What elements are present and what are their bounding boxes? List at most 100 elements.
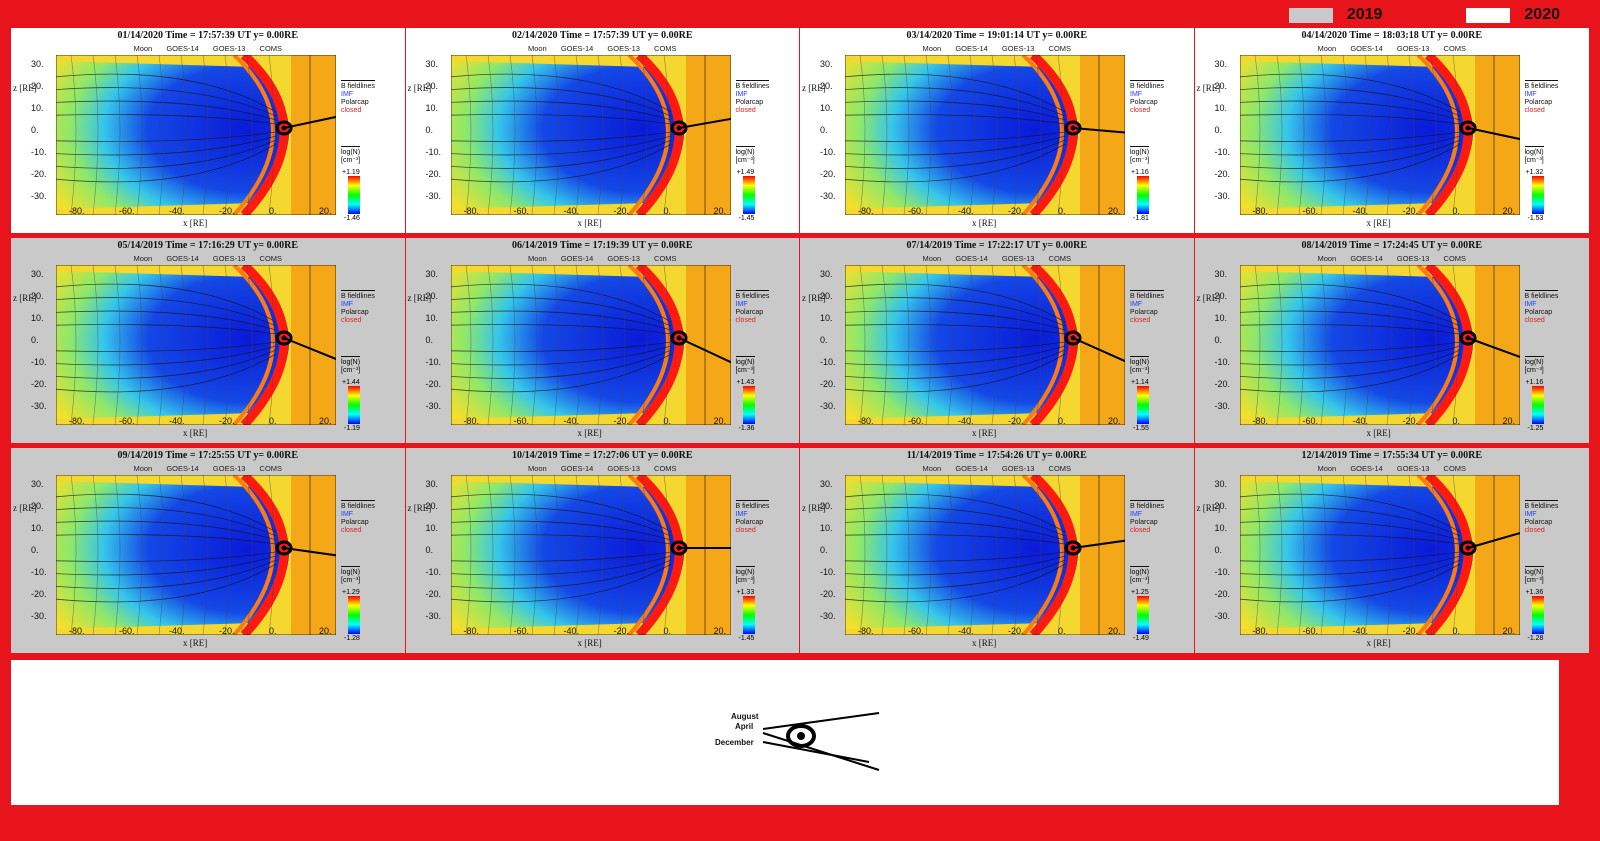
fieldline-polarcap-label: Polarcap (1130, 309, 1158, 316)
fieldline-polarcap-label: Polarcap (1524, 519, 1553, 526)
colorbar (742, 596, 755, 634)
y-tick-label: 0. (1214, 335, 1223, 345)
colorbar-max: +1.33 (736, 589, 755, 596)
y-tick-label: -30. (425, 191, 442, 201)
y-tick-label: -20. (425, 169, 442, 179)
x-tick-label: -60. (513, 416, 530, 426)
x-tick-label: -60. (513, 626, 530, 636)
fieldline-closed-label: closed (341, 317, 362, 324)
goes14-marker-label: GOES-14 (1350, 44, 1383, 53)
x-tick-label: -20. (1402, 626, 1419, 636)
y-tick-label: 0. (425, 545, 434, 555)
moon-marker-label: Moon (1317, 254, 1337, 263)
fieldline-legend-title: B fieldlines (341, 83, 375, 90)
density-field-plot (845, 265, 1125, 425)
panel-row: 01/14/2020 Time = 17:57:39 UT y= 0.00RE … (11, 28, 1589, 233)
colorbar-title: log(N) [cm⁻³] (1130, 356, 1150, 375)
x-tick-label: -40. (958, 626, 974, 636)
y-tick-label: 20. (425, 501, 439, 511)
panel-markers-legend: Moon GOES-14 GOES-13 COMS (11, 254, 405, 263)
colorbar-max: +1.36 (1525, 589, 1544, 596)
fieldline-polarcap-label: Polarcap (341, 99, 369, 106)
x-axis-label: x [RE] (577, 428, 602, 438)
x-tick-label: -20. (1008, 206, 1024, 216)
panel-title: 03/14/2020 Time = 19:01:14 UT y= 0.00RE (906, 30, 1088, 41)
x-tick-label: -40. (1352, 206, 1369, 216)
y-tick-label: 0. (1214, 125, 1223, 135)
coms-marker-label: COMS (1048, 464, 1072, 473)
fieldline-legend: B fieldlines IMF Polarcap closed (1524, 80, 1559, 115)
y-tick-label: -10. (425, 357, 442, 367)
y-tick-label: -30. (425, 611, 442, 621)
sketch-august-label: August (731, 712, 759, 721)
colorbar-min: -1.46 (344, 215, 360, 222)
coms-marker-label: COMS (654, 254, 677, 263)
x-tick-label: -80. (1252, 206, 1269, 216)
y-tick-label: 0. (31, 125, 39, 135)
fieldline-closed-label: closed (1130, 107, 1151, 114)
panel-title: 09/14/2019 Time = 17:25:55 UT y= 0.00RE (117, 450, 299, 461)
x-tick-label: -80. (463, 626, 480, 636)
y-tick-label: -20. (31, 589, 47, 599)
y-tick-label: 20. (1214, 291, 1228, 301)
y-tick-label: 20. (31, 501, 44, 511)
goes14-marker-label: GOES-14 (560, 464, 594, 473)
fieldline-polarcap-label: Polarcap (341, 519, 369, 526)
magnetosphere-panel: 08/14/2019 Time = 17:24:45 UT y= 0.00RE … (1195, 238, 1590, 443)
y-tick-label: 10. (425, 523, 439, 533)
y-tick-label: -20. (1214, 379, 1231, 389)
sketch-april-label: April (735, 722, 754, 731)
fieldline-closed-label: closed (1130, 527, 1151, 534)
fieldline-legend: B fieldlines IMF Polarcap closed (735, 500, 770, 535)
x-tick-label: 20. (1108, 206, 1121, 216)
panel-title: 06/14/2019 Time = 17:19:39 UT y= 0.00RE (511, 240, 693, 251)
y-tick-label: 30. (31, 479, 44, 489)
magnetosphere-panel: 11/14/2019 Time = 17:54:26 UT y= 0.00RE … (800, 448, 1195, 653)
panel-title: 12/14/2019 Time = 17:55:34 UT y= 0.00RE (1301, 450, 1483, 461)
coms-marker-label: COMS (259, 254, 283, 263)
density-field-plot (1239, 265, 1520, 425)
panel-markers-legend: Moon GOES-14 GOES-13 COMS (1195, 464, 1590, 473)
fieldline-imf-label: IMF (341, 91, 354, 98)
panel-markers-legend: Moon GOES-14 GOES-13 COMS (406, 464, 800, 473)
fieldline-legend-title: B fieldlines (1130, 503, 1164, 510)
panel-title: 07/14/2019 Time = 17:22:17 UT y= 0.00RE (906, 240, 1088, 251)
y-axis-label: z [RE] (13, 503, 37, 513)
colorbar-unit: [cm⁻³] (1130, 367, 1150, 374)
y-tick-label: 10. (425, 103, 439, 113)
coms-marker-label: COMS (654, 464, 677, 473)
y-axis-label: z [RE] (13, 83, 37, 93)
colorbar-min: -1.28 (344, 635, 360, 642)
swatch-2019 (1288, 7, 1333, 23)
x-axis-label: x [RE] (183, 638, 208, 648)
colorbar-unit: [cm⁻³] (1130, 157, 1150, 164)
y-tick-label: 20. (820, 81, 833, 91)
panel-markers-legend: Moon GOES-14 GOES-13 COMS (11, 464, 405, 473)
x-tick-label: -60. (1302, 416, 1319, 426)
y-axis-label: z [RE] (407, 293, 432, 303)
x-axis-label: x [RE] (1366, 218, 1391, 228)
density-field-plot (56, 265, 336, 425)
fieldline-imf-label: IMF (735, 301, 748, 308)
x-tick-label: -60. (119, 626, 135, 636)
colorbar-max: +1.32 (1525, 169, 1544, 176)
colorbar-min: -1.45 (738, 215, 755, 222)
y-tick-label: -30. (820, 191, 836, 201)
orientation-sketch-area: August April December (11, 660, 1559, 805)
fieldline-closed-label: closed (1524, 527, 1545, 534)
fieldline-legend: B fieldlines IMF Polarcap closed (1524, 290, 1559, 325)
colorbar-title-text: log(N) (735, 569, 755, 576)
colorbar-unit: [cm⁻³] (341, 367, 361, 374)
fieldline-legend-title: B fieldlines (1524, 293, 1559, 300)
y-axis-label: z [RE] (1196, 83, 1221, 93)
colorbar-min: -1.45 (738, 635, 755, 642)
colorbar (348, 596, 360, 634)
colorbar-title-text: log(N) (1524, 359, 1544, 366)
y-tick-label: -20. (31, 169, 47, 179)
y-tick-label: 10. (31, 313, 44, 323)
fieldline-legend: B fieldlines IMF Polarcap closed (735, 290, 770, 325)
fieldline-imf-label: IMF (341, 511, 354, 518)
x-tick-label: 20. (319, 206, 332, 216)
magnetosphere-panel: 12/14/2019 Time = 17:55:34 UT y= 0.00RE … (1195, 448, 1590, 653)
y-tick-label: 30. (820, 59, 833, 69)
